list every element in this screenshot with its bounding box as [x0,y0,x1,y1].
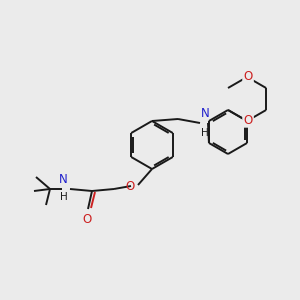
Text: O: O [82,213,91,226]
Text: O: O [126,179,135,193]
Text: N: N [201,107,210,120]
Text: H: H [60,192,68,202]
Text: H: H [201,128,209,138]
Text: O: O [243,113,253,127]
Text: N: N [59,173,68,186]
Text: O: O [243,70,253,83]
